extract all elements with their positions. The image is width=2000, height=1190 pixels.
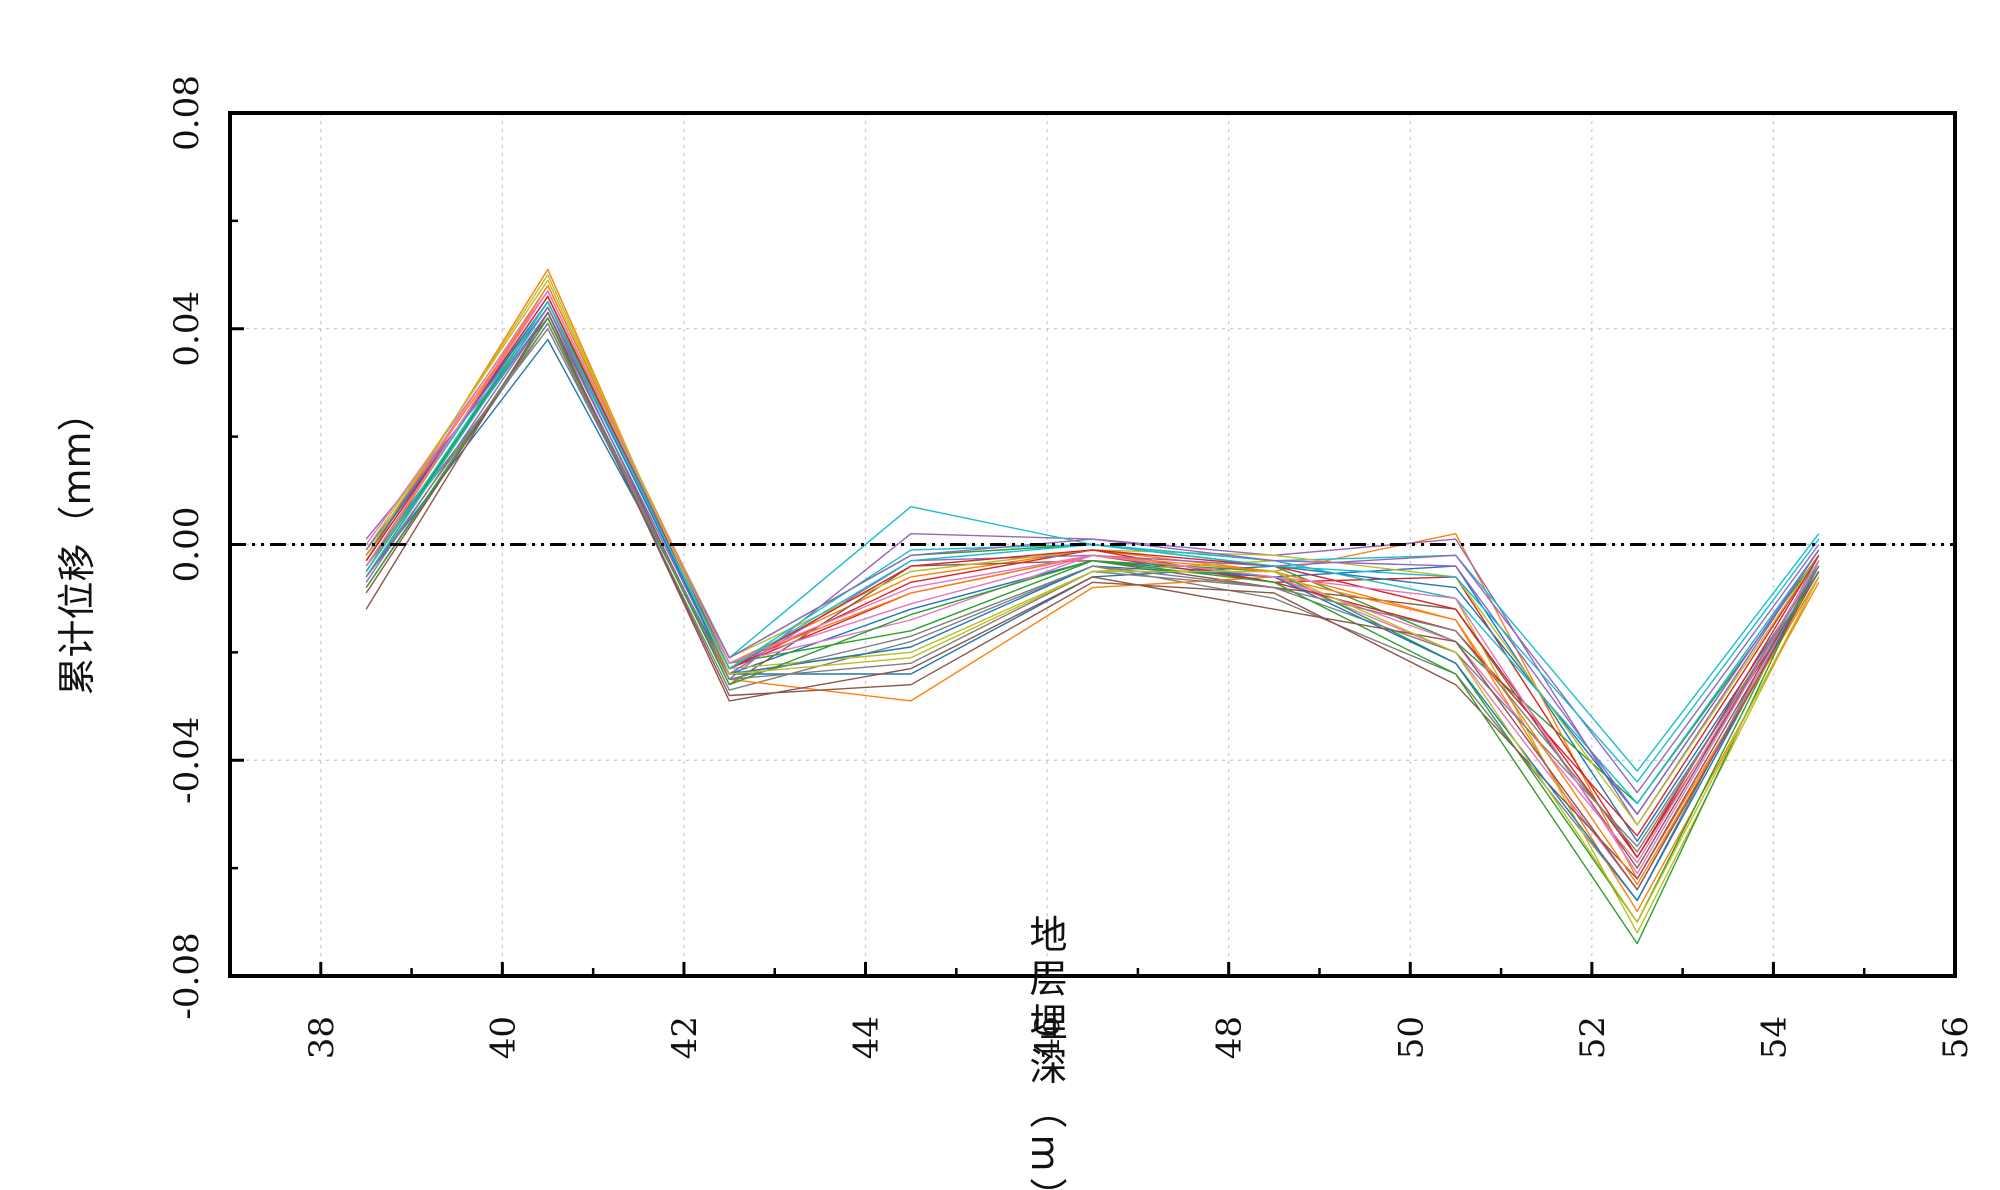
series-line-27 <box>365 290 1820 875</box>
series-line-8 <box>365 322 1820 902</box>
y-tick-label: 0.04 <box>167 291 207 367</box>
x-tick-label: 52 <box>1573 1016 1613 1059</box>
y-tick-label: 0.00 <box>167 507 207 583</box>
series-line-16 <box>365 317 1820 880</box>
y-tick-label: 0.08 <box>167 75 207 151</box>
x-tick-label: 48 <box>1210 1016 1250 1059</box>
x-tick-label: 42 <box>665 1016 705 1059</box>
series-line-23 <box>365 317 1820 945</box>
series-line-15 <box>365 311 1820 794</box>
x-tick-label: 56 <box>1936 1016 1976 1059</box>
series-line-24 <box>365 295 1820 858</box>
x-tick-label: 38 <box>302 1016 342 1059</box>
x-tick-label: 46 <box>1028 1016 1068 1059</box>
series-line-29 <box>365 274 1820 923</box>
x-axis: 38 40 42 44 46 48 50 52 54 56 <box>302 962 1976 1059</box>
x-tick-label: 54 <box>1754 1016 1794 1059</box>
y-axis: -0.08 -0.04 0.00 0.04 0.08 <box>167 75 244 1020</box>
series-line-28 <box>365 322 1820 853</box>
y-tick-label: -0.04 <box>167 717 207 804</box>
y-axis-title: 累计位移（mm） <box>55 393 99 695</box>
series-lines <box>365 268 1820 945</box>
x-tick-label: 44 <box>847 1016 887 1059</box>
x-axis-title: 地层埋深（m） <box>1023 914 1067 1190</box>
series-line-30 <box>365 301 1820 783</box>
x-tick-label: 40 <box>483 1016 523 1059</box>
y-tick-label: -0.08 <box>167 932 207 1019</box>
x-tick-label: 50 <box>1391 1016 1431 1059</box>
